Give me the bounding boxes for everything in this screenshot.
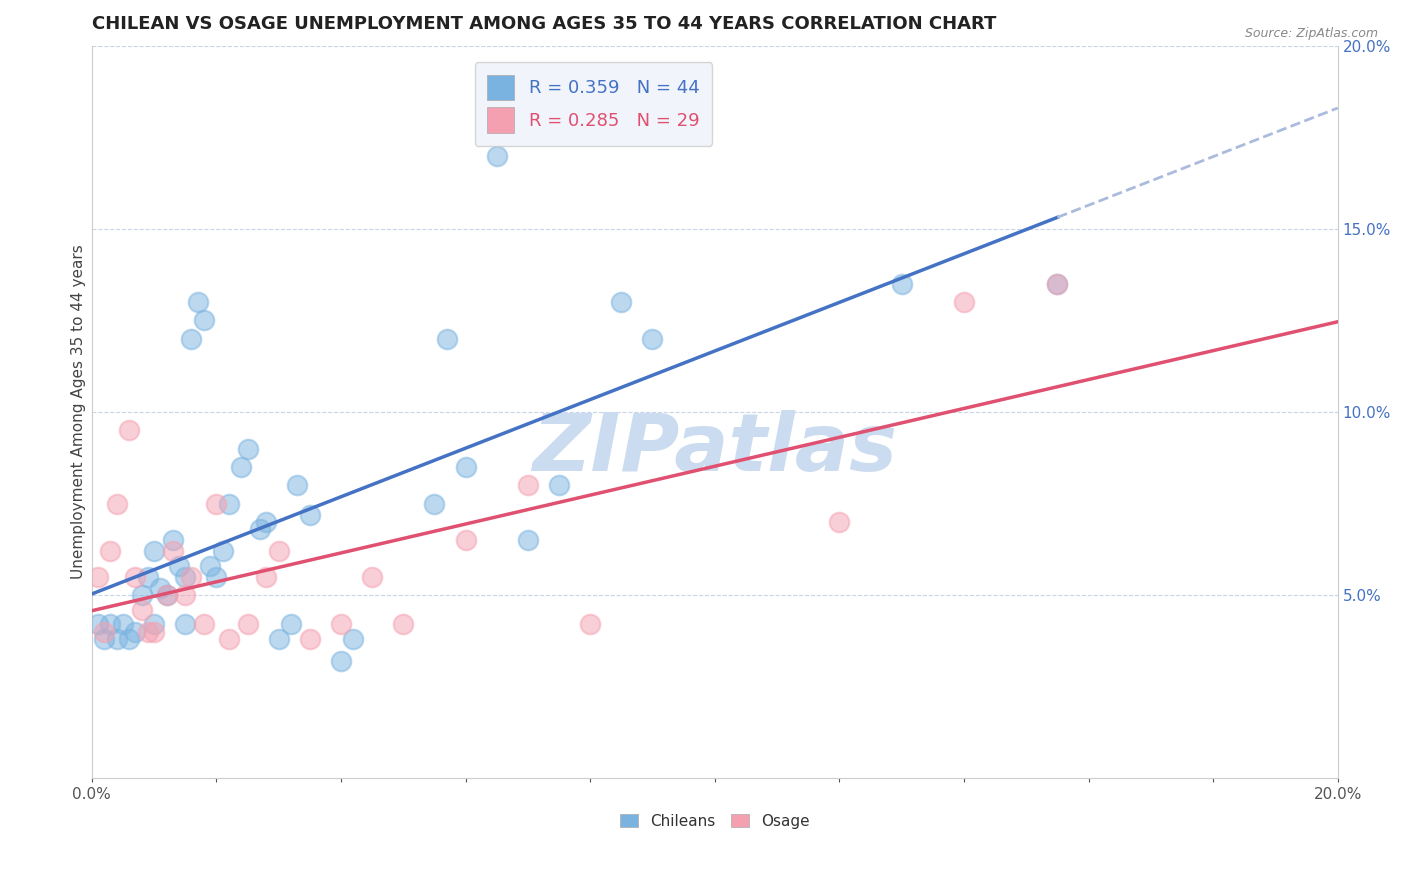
Point (187, 295, 209, 310)
Point (111, 617, 134, 632)
Point (548, 478, 571, 492)
Point (162, 544, 184, 558)
Point (1046, 277, 1069, 291)
Point (218, 632, 240, 646)
Point (254, 515, 277, 529)
Point (454, 533, 477, 548)
Point (105, 496, 128, 510)
Point (143, 617, 166, 632)
Point (180, 570, 202, 584)
Point (87, 570, 110, 584)
Point (124, 624, 146, 639)
Point (828, 515, 851, 529)
Point (231, 459, 253, 474)
Y-axis label: Unemployment Among Ages 35 to 44 years: Unemployment Among Ages 35 to 44 years (72, 244, 86, 579)
Point (267, 544, 290, 558)
Point (149, 581, 172, 595)
Point (174, 588, 197, 602)
Text: ZIPatlas: ZIPatlas (533, 409, 897, 488)
Point (236, 617, 259, 632)
Point (249, 522, 271, 536)
Point (143, 624, 166, 639)
Point (641, 332, 664, 346)
Point (105, 632, 128, 646)
Point (392, 617, 415, 632)
Point (180, 332, 202, 346)
Point (143, 544, 166, 558)
Point (254, 570, 277, 584)
Point (218, 496, 240, 510)
Point (136, 570, 159, 584)
Point (890, 277, 912, 291)
Point (118, 632, 141, 646)
Point (131, 603, 153, 617)
Point (330, 654, 353, 668)
Point (267, 632, 290, 646)
Text: Source: ZipAtlas.com: Source: ZipAtlas.com (1244, 27, 1378, 40)
Point (131, 588, 153, 602)
Point (485, 148, 508, 162)
Point (298, 632, 321, 646)
Point (454, 459, 477, 474)
Point (953, 295, 976, 310)
Point (198, 558, 221, 573)
Point (516, 533, 538, 548)
Point (174, 570, 197, 584)
Text: CHILEAN VS OSAGE UNEMPLOYMENT AMONG AGES 35 TO 44 YEARS CORRELATION CHART: CHILEAN VS OSAGE UNEMPLOYMENT AMONG AGES… (91, 15, 997, 33)
Point (118, 423, 141, 437)
Point (436, 332, 458, 346)
Point (579, 617, 602, 632)
Point (100, 617, 122, 632)
Point (1046, 277, 1069, 291)
Point (516, 478, 538, 492)
Point (330, 617, 353, 632)
Point (236, 442, 259, 456)
Point (136, 624, 159, 639)
Point (87, 617, 110, 632)
Point (205, 496, 228, 510)
Point (193, 313, 215, 327)
Point (287, 478, 309, 492)
Point (100, 544, 122, 558)
Legend: Chileans, Osage: Chileans, Osage (612, 806, 817, 837)
Point (610, 295, 633, 310)
Point (361, 570, 384, 584)
Point (280, 617, 302, 632)
Point (93, 624, 115, 639)
Point (155, 588, 177, 602)
Point (124, 570, 146, 584)
Point (155, 588, 177, 602)
Point (205, 570, 228, 584)
Point (174, 617, 197, 632)
Point (211, 544, 233, 558)
Point (93, 632, 115, 646)
Point (423, 496, 446, 510)
Point (162, 533, 184, 548)
Point (193, 617, 215, 632)
Point (298, 508, 321, 522)
Point (342, 632, 364, 646)
Point (167, 558, 190, 573)
